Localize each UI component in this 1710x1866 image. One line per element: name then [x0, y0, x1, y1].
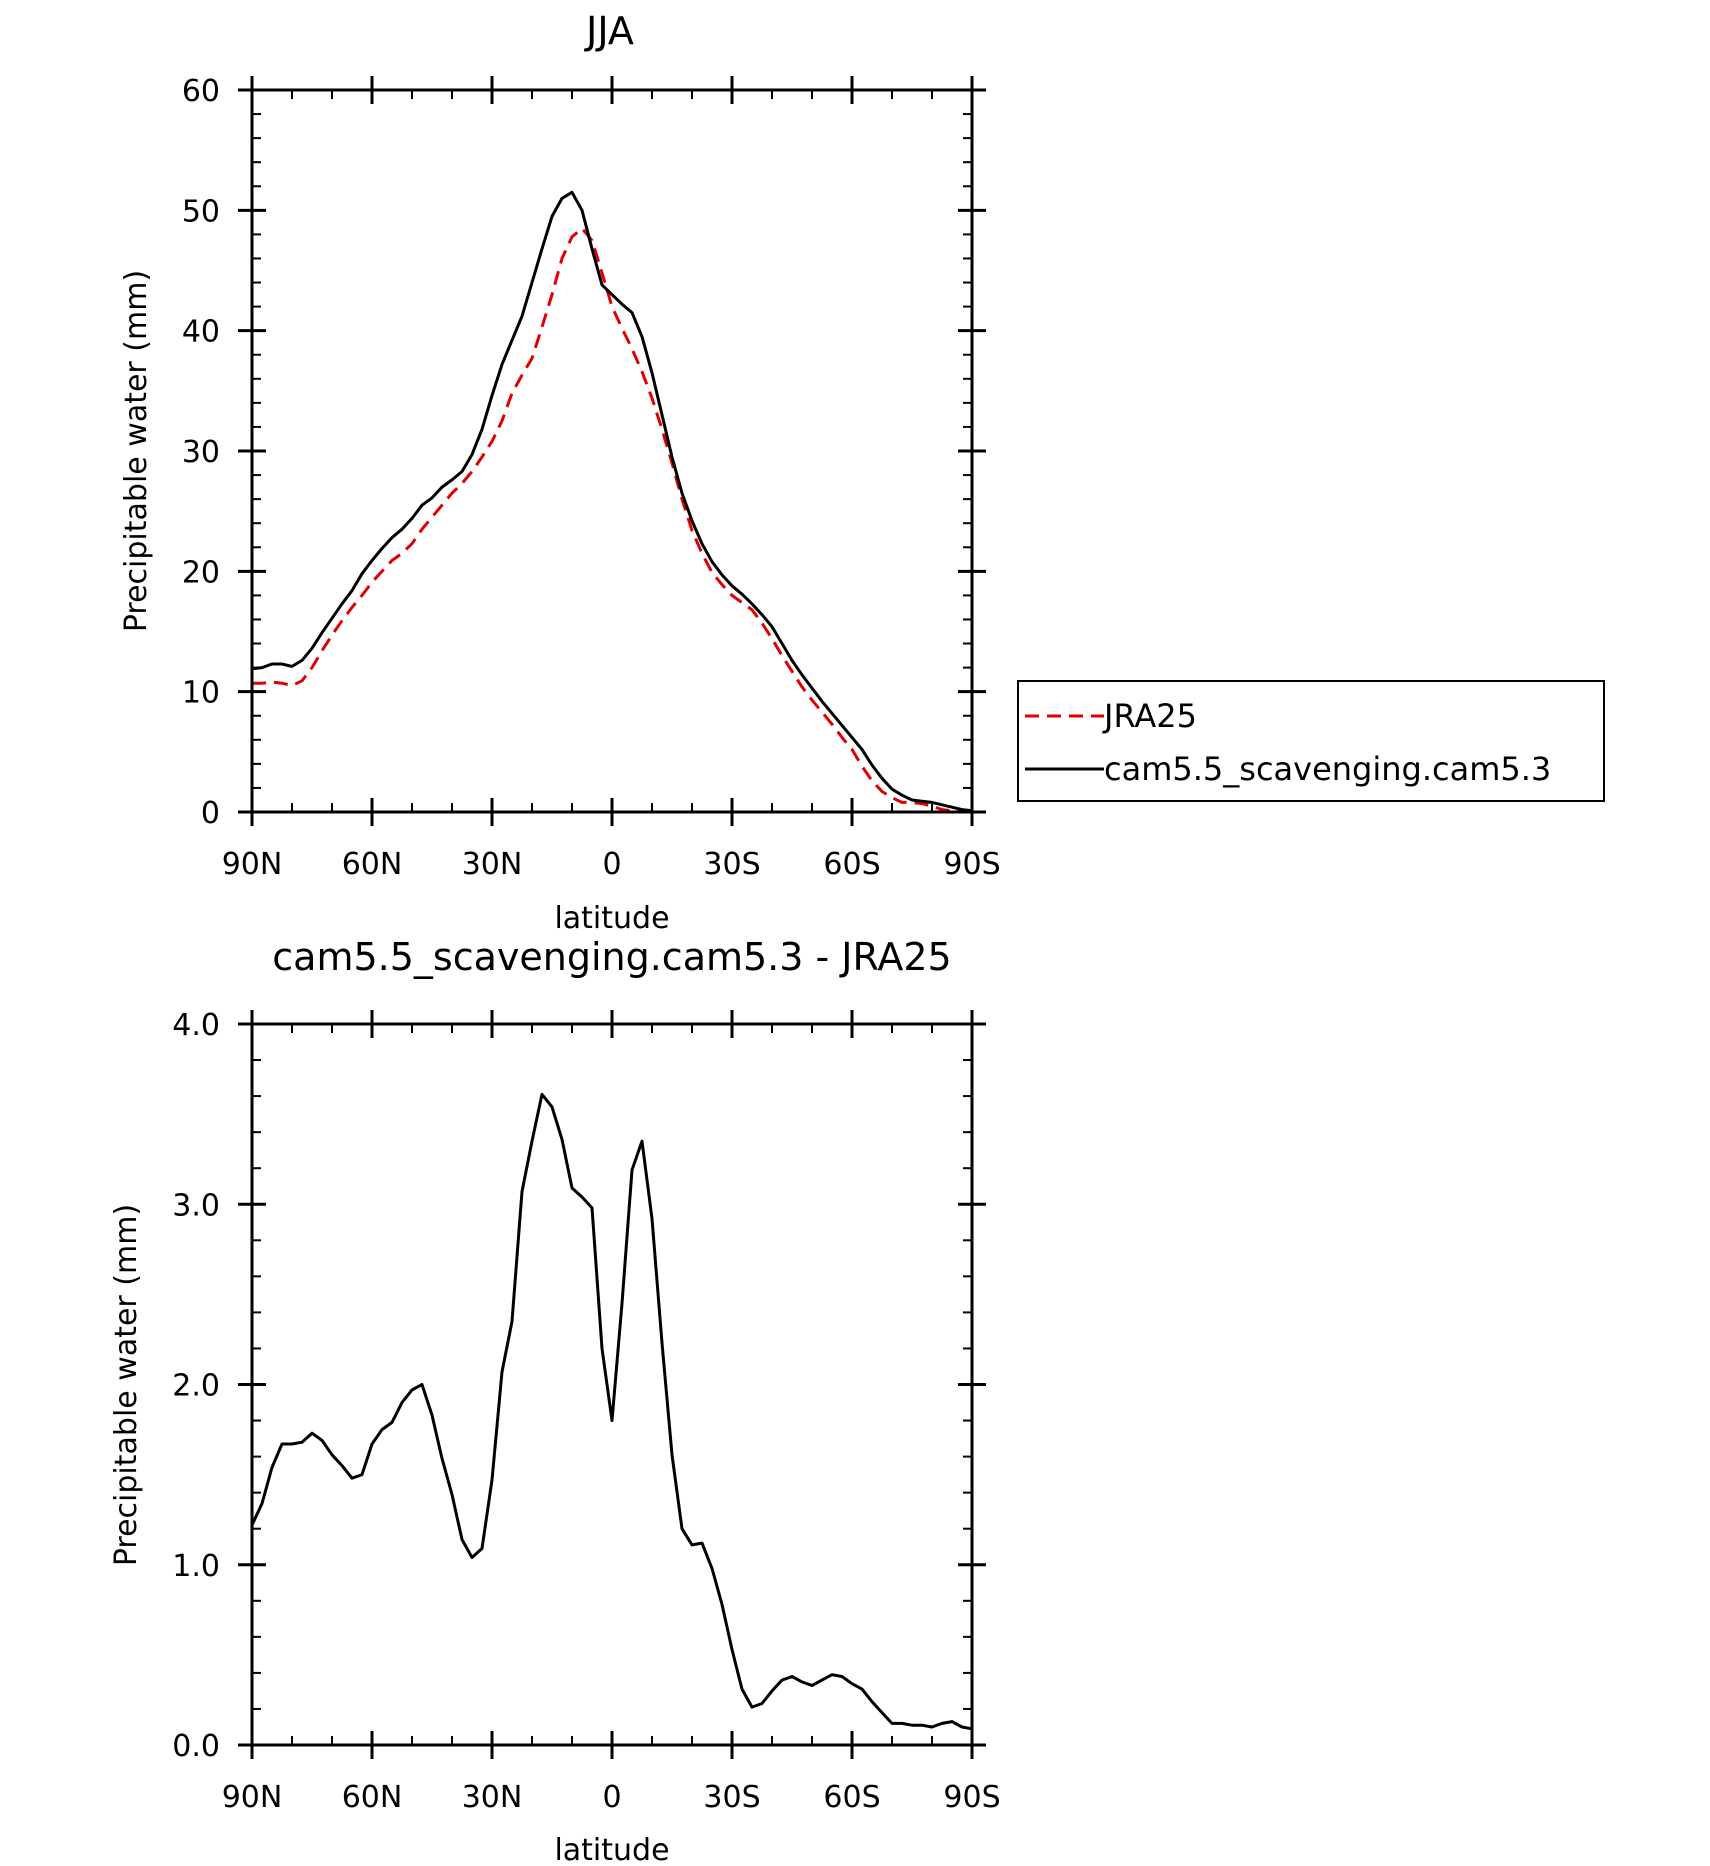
top-panel: JJA 0 10 20 30 40 50 60 90N 60N 30N 0 30S 60S 90S lat… [119, 9, 1605, 936]
legend: JRA25 cam5.5_scavenging.cam5.3 [1017, 680, 1605, 802]
bottom-y-axis-label: Precipitable water (mm) [109, 1204, 144, 1566]
y-tick-label: 0 [201, 796, 220, 831]
top-chart-title: JJA [584, 9, 634, 53]
x-tick-label: 60S [823, 1780, 880, 1815]
y-tick-label: 10 [182, 676, 220, 711]
y-tick-label: 50 [182, 194, 220, 229]
top-series-lines [251, 190, 973, 813]
bottom-x-axis-label: latitude [554, 1833, 669, 1866]
bottom-axis-ticks [238, 1010, 986, 1759]
top-tick-labels: 0 10 20 30 40 50 60 90N 60N 30N 0 30S 60S 90S [182, 74, 1001, 882]
y-tick-label: 40 [182, 315, 220, 350]
x-tick-label: 30S [703, 847, 760, 882]
x-tick-label: 30N [462, 1780, 523, 1815]
x-tick-label: 60N [342, 1780, 403, 1815]
bottom-chart-title: cam5.5_scavenging.cam5.3 - JRA25 [272, 935, 951, 979]
legend-label-cam55: cam5.5_scavenging.cam5.3 [1104, 750, 1551, 788]
x-tick-label: 0 [602, 1780, 621, 1815]
series-line-jra25 [252, 226, 972, 813]
x-tick-label: 90N [222, 847, 283, 882]
y-tick-label: 1.0 [172, 1549, 220, 1584]
y-tick-label: 2.0 [172, 1369, 220, 1404]
top-axis-ticks [238, 76, 986, 826]
series-line-difference [250, 1092, 973, 1731]
y-tick-label: 4.0 [172, 1008, 220, 1043]
top-x-axis-label: latitude [554, 901, 669, 936]
x-tick-label: 60S [823, 847, 880, 882]
top-y-axis-label: Precipitable water (mm) [119, 270, 154, 632]
bottom-series-lines [250, 1092, 973, 1731]
y-tick-label: 0.0 [172, 1729, 220, 1764]
x-tick-label: 90S [943, 847, 1000, 882]
bottom-tick-labels: 0.0 1.0 2.0 3.0 4.0 90N 60N 30N 0 30S 60S 90S [172, 1008, 1000, 1815]
y-tick-label: 60 [182, 74, 220, 109]
bottom-panel: cam5.5_scavenging.cam5.3 - JRA25 0.0 1.0 2… [109, 935, 1001, 1866]
x-tick-label: 60N [342, 847, 403, 882]
x-tick-label: 0 [602, 847, 621, 882]
y-tick-label: 3.0 [172, 1188, 220, 1223]
x-tick-label: 30N [462, 847, 523, 882]
y-tick-label: 20 [182, 555, 220, 590]
bottom-plot-frame [250, 1022, 974, 1747]
y-tick-label: 30 [182, 435, 220, 470]
top-plot-frame [250, 88, 974, 814]
series-line-cam5-5-scavenging-cam5-3 [251, 190, 973, 813]
x-tick-label: 90S [943, 1780, 1000, 1815]
x-tick-label: 30S [703, 1780, 760, 1815]
legend-label-jra25: JRA25 [1102, 697, 1197, 735]
legend-box [1017, 680, 1605, 802]
x-tick-label: 90N [222, 1780, 283, 1815]
